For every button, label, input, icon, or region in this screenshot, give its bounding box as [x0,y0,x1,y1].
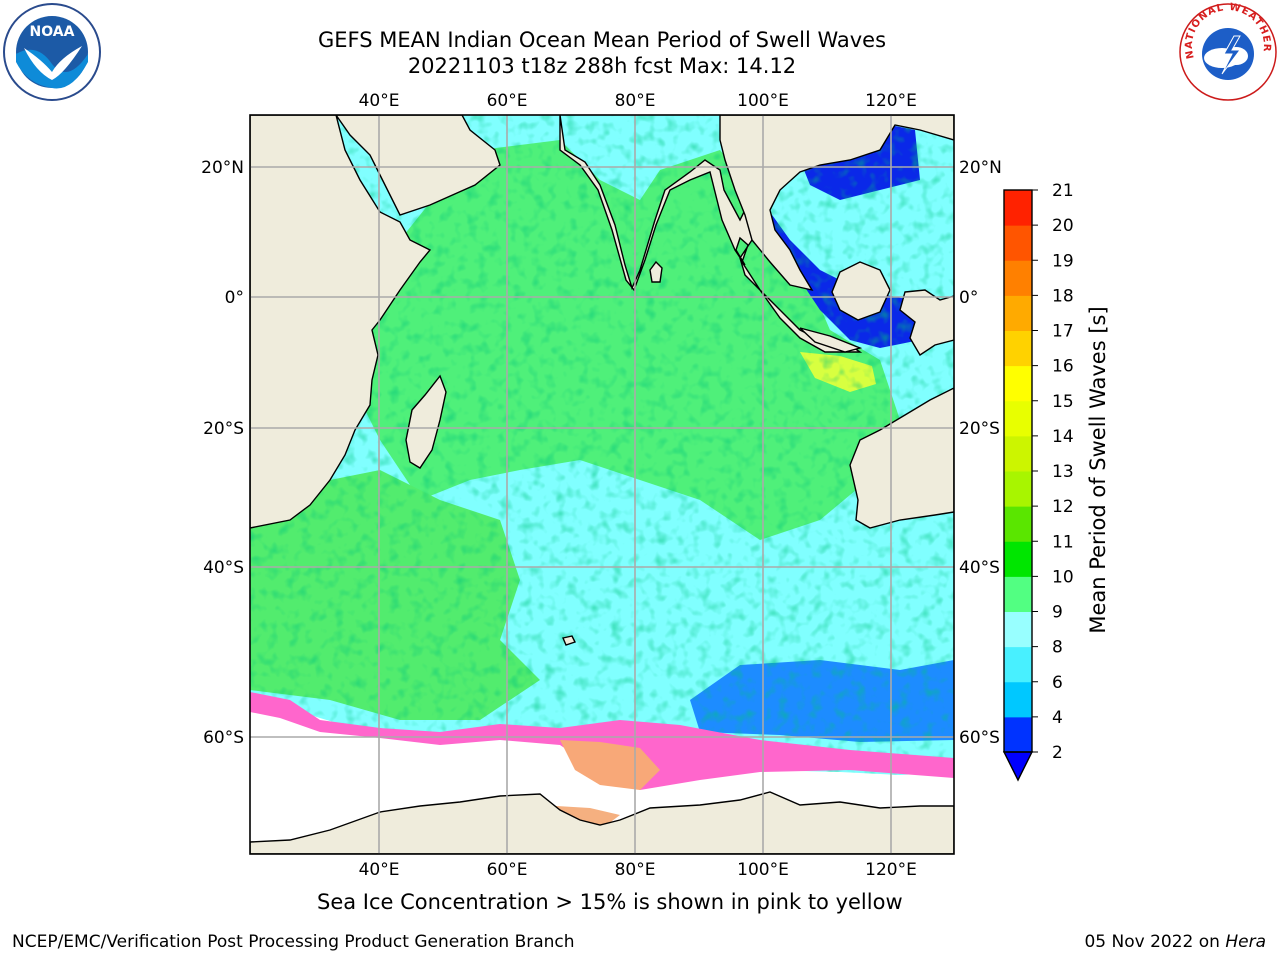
lon-tick-bottom-60e: 60°E [487,860,528,880]
map-field [250,115,954,854]
footer-date: 05 Nov 2022 on Hera [1084,932,1266,952]
kerguelen-island [562,635,576,646]
colorbar-segment [1004,541,1032,577]
lat-tick-left-40s: 40°S [203,558,244,578]
footer-credit: NCEP/EMC/Verification Post Processing Pr… [12,932,575,952]
lon-tick-top-100e: 100°E [737,91,789,111]
lat-tick-right-0: 0° [959,288,978,308]
colorbar-segment [1004,611,1032,648]
lon-tick-bottom-100e: 100°E [737,860,789,880]
lat-tick-right-20n: 20°N [959,158,1002,178]
footer-host: Hera [1225,932,1266,952]
colorbar-segment [1004,260,1032,296]
lon-tick-top-120e: 120°E [865,91,917,111]
colorbar-tick-label: 15 [1052,392,1074,412]
sea-ice-caption: Sea Ice Concentration > 15% is shown in … [317,890,903,914]
colorbar-tick-label: 21 [1052,181,1074,201]
colorbar-segment [1004,576,1032,612]
africa-arabia [250,115,501,529]
colorbar-segment [1004,225,1032,261]
colorbar-tick-label: 9 [1052,603,1063,623]
colorbar-tick-label: 10 [1052,567,1074,587]
lat-tick-right-40s: 40°S [959,558,1000,578]
colorbar-extend-arrow [1002,751,1034,782]
antarctica [250,791,954,854]
lat-tick-left-20s: 20°S [203,419,244,439]
lat-tick-right-20s: 20°S [959,419,1000,439]
colorbar-segment [1004,330,1032,367]
colorbar-tick-label: 13 [1052,462,1074,482]
chart-subtitle: 20221103 t18z 288h fcst Max: 14.12 [407,54,797,78]
colorbar-segment [1004,435,1032,472]
colorbar-segment [1004,506,1032,542]
lat-tick-left-20n: 20°N [201,158,244,178]
noaa-logo-text: NOAA [30,24,75,40]
noaa-logo: NOAA [2,2,102,102]
colorbar-segment [1004,365,1032,402]
colorbar-tick-label: 14 [1052,427,1074,447]
colorbar-segment [1004,681,1032,718]
colorbar-tick-label: 11 [1052,532,1074,552]
colorbar-tick-label: 8 [1052,638,1063,658]
colorbar-tick-label: 12 [1052,497,1074,517]
colorbar-tick-label: 6 [1052,673,1063,693]
colorbar-tick-label: 2 [1052,743,1063,763]
australia [849,387,954,529]
colorbar-segment [1004,295,1032,331]
lon-tick-bottom-40e: 40°E [359,860,400,880]
colorbar-tick-label: 20 [1052,216,1074,236]
lon-tick-top-60e: 60°E [487,91,528,111]
colorbar-label: Mean Period of Swell Waves [s] [1086,306,1110,633]
map-frame [249,114,955,855]
gridlines [250,115,954,854]
colorbar-segment [1004,716,1032,753]
lon-tick-bottom-80e: 80°E [615,860,656,880]
colorbar-segment [1004,646,1032,683]
footer-date-text: 05 Nov 2022 on [1084,932,1220,952]
lat-tick-right-60s: 60°S [959,728,1000,748]
colorbar-tick-label: 18 [1052,286,1074,306]
java [799,327,863,353]
lat-tick-left-60s: 60°S [203,728,244,748]
colorbar-segment [1004,471,1032,507]
colorbar-tick-label: 4 [1052,708,1063,728]
sea-ice-pink [250,692,954,790]
land [250,115,954,854]
lon-tick-bottom-120e: 120°E [865,860,917,880]
colorbar-segment [1004,400,1032,437]
sri-lanka [649,260,663,283]
colorbar-tick-label: 17 [1052,322,1074,342]
colorbar-tick-label: 16 [1052,357,1074,377]
colorbar: 2 4 6 8 9 10 11 12 13 14 15 16 17 18 19 20 21 [1002,181,1074,782]
borneo [831,261,891,321]
lon-tick-top-40e: 40°E [359,91,400,111]
lon-tick-top-80e: 80°E [615,91,656,111]
colorbar-tick-label: 19 [1052,251,1074,271]
lat-tick-left-0: 0° [225,288,244,308]
madagascar [405,374,447,469]
southeast-asia [719,115,954,292]
chart-title: GEFS MEAN Indian Ocean Mean Period of Sw… [317,28,887,52]
nws-logo: NATIONAL WEATHER SERVICE [1174,0,1278,102]
colorbar-segment [1004,190,1032,226]
